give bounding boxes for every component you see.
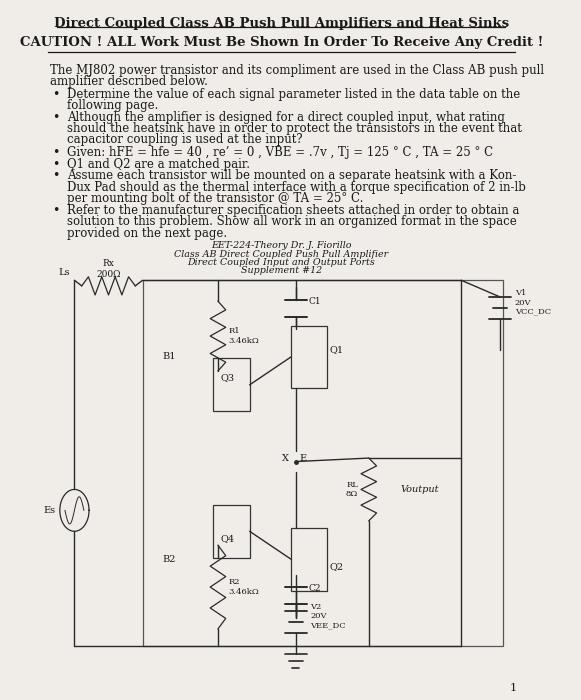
Text: Given: hFE = hfe = 40 , re’ = 0 , VBE = .7v , Tj = 125 ° C , TA = 25 ° C: Given: hFE = hfe = 40 , re’ = 0 , VBE = … [67,146,493,159]
Bar [213,505,250,558]
Text: 1: 1 [510,683,517,693]
Text: R2
3.46kΩ: R2 3.46kΩ [229,578,260,596]
Text: amplifier described below.: amplifier described below. [50,76,208,88]
Text: R1
3.46kΩ: R1 3.46kΩ [229,328,260,344]
Text: Dux Pad should as the thermal interface with a torque specification of 2 in-lb: Dux Pad should as the thermal interface … [67,181,526,194]
Bar [291,326,328,388]
Text: Refer to the manufacturer specification sheets attached in order to obtain a: Refer to the manufacturer specification … [67,204,519,217]
Text: Es: Es [44,506,56,515]
Text: EET-224-Theory Dr. J. Fiorillo: EET-224-Theory Dr. J. Fiorillo [211,241,352,250]
Text: C1: C1 [309,297,321,306]
Text: E: E [300,454,307,463]
Text: Direct Coupled Input and Output Ports: Direct Coupled Input and Output Ports [187,258,375,267]
Bar [142,280,503,646]
Text: Assume each transistor will be mounted on a separate heatsink with a Kon-: Assume each transistor will be mounted o… [67,169,517,183]
Text: Rx
200Ω: Rx 200Ω [96,260,121,279]
Text: Ls: Ls [59,268,70,277]
Text: provided on the next page.: provided on the next page. [67,227,227,239]
Text: •: • [52,111,60,124]
Text: B2: B2 [163,554,176,564]
Text: Although the amplifier is designed for a direct coupled input, what rating: Although the amplifier is designed for a… [67,111,505,124]
Text: RL
8Ω: RL 8Ω [346,481,358,498]
Text: Q1 and Q2 are a matched pair.: Q1 and Q2 are a matched pair. [67,158,250,171]
Text: •: • [52,146,60,159]
Text: should the heatsink have in order to protect the transistors in the event that: should the heatsink have in order to pro… [67,122,522,135]
Text: Class AB Direct Coupled Push Pull Amplifier: Class AB Direct Coupled Push Pull Amplif… [174,250,388,258]
Text: CAUTION ! ALL Work Must Be Shown In Order To Receive Any Credit !: CAUTION ! ALL Work Must Be Shown In Orde… [20,36,543,49]
Text: The MJ802 power transistor and its compliment are used in the Class AB push pull: The MJ802 power transistor and its compl… [50,64,544,77]
Bar [291,528,328,591]
Text: Q2: Q2 [330,561,344,570]
Text: Q1: Q1 [330,346,344,354]
Text: Direct Coupled Class AB Push Pull Amplifiers and Heat Sinks: Direct Coupled Class AB Push Pull Amplif… [53,17,509,29]
Text: Q4: Q4 [220,534,235,542]
Text: V2
20V
VEE_DC: V2 20V VEE_DC [310,603,346,629]
Text: solution to this problem. Show all work in an organized format in the space: solution to this problem. Show all work … [67,216,517,228]
Text: per mounting bolt of the transistor @ TA = 25° C.: per mounting bolt of the transistor @ TA… [67,192,364,204]
Text: Voutput: Voutput [400,485,439,494]
Text: Supplement #12: Supplement #12 [241,266,322,275]
Text: •: • [52,169,60,183]
Text: •: • [52,204,60,217]
Text: •: • [52,158,60,171]
Text: Determine the value of each signal parameter listed in the data table on the: Determine the value of each signal param… [67,88,521,101]
Text: X: X [282,454,289,463]
Text: •: • [52,88,60,101]
Text: C2: C2 [309,584,321,593]
Text: V1
20V
VCC_DC: V1 20V VCC_DC [515,289,551,316]
Text: following page.: following page. [67,99,159,112]
Text: B1: B1 [163,353,176,361]
Text: capacitor coupling is used at the input?: capacitor coupling is used at the input? [67,133,303,146]
Bar [213,358,250,412]
Text: Q3: Q3 [220,373,235,382]
